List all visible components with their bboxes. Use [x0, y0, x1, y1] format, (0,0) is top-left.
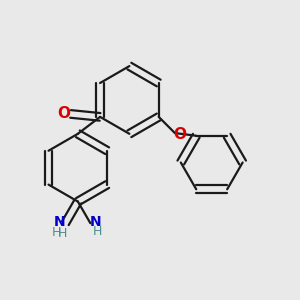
Text: N: N [90, 215, 101, 229]
Text: H: H [58, 227, 67, 240]
Text: H: H [93, 225, 102, 238]
Text: N: N [54, 215, 66, 229]
Text: O: O [174, 127, 187, 142]
Text: O: O [58, 106, 70, 122]
Text: H: H [52, 226, 61, 238]
